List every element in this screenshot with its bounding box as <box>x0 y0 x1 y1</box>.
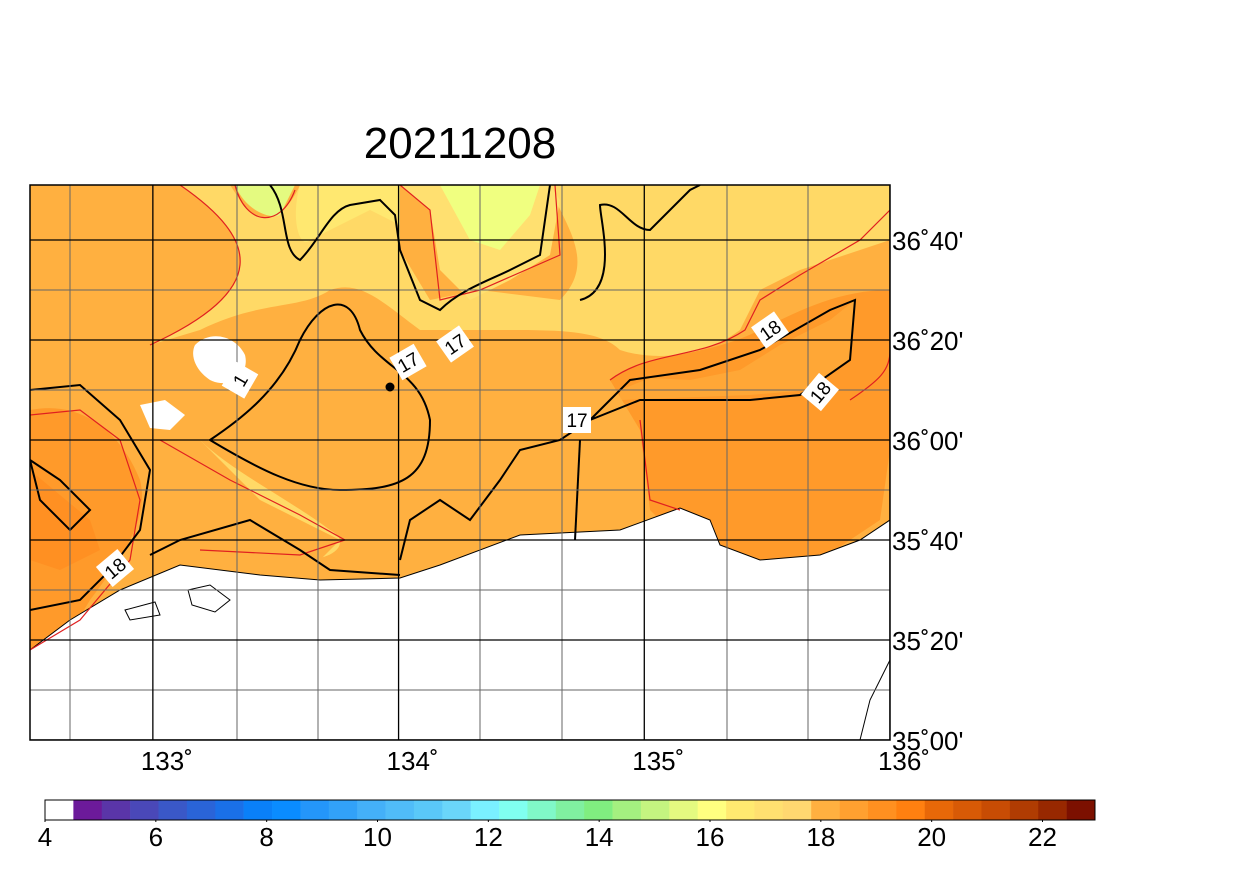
colorbar-cell <box>73 800 103 820</box>
colorbar-cell <box>953 800 982 820</box>
contour-label: 18 <box>751 311 789 349</box>
contour-label: 18 <box>801 372 839 412</box>
colorbar-tick-label: 10 <box>363 822 392 852</box>
colorbar-tick-label: 20 <box>917 822 946 852</box>
colorbar-cell <box>669 800 699 820</box>
contour-label: 1 <box>221 361 259 399</box>
colorbar-cell <box>981 800 1011 820</box>
colorbar-cell <box>385 800 415 820</box>
colorbar-cell <box>640 800 670 820</box>
lon-tick-label: 134˚ <box>387 746 439 776</box>
lon-tick-label: 136˚ <box>878 746 930 776</box>
lat-tick-label: 35˚20' <box>892 626 963 656</box>
colorbar-cell <box>867 800 897 820</box>
colorbar-tick-label: 18 <box>806 822 835 852</box>
colorbar-cell <box>442 800 471 820</box>
colorbar-frame <box>44 799 1096 821</box>
contour-label: 17 <box>436 325 474 363</box>
colorbar-cell <box>186 800 216 820</box>
lat-tick-label: 35˚00' <box>892 726 963 756</box>
colorbar-cell <box>555 800 585 820</box>
colorbar-cell <box>158 800 188 820</box>
colorbar-cell <box>1066 800 1096 820</box>
contour-label-box <box>95 549 135 587</box>
contour-label-box <box>221 361 259 399</box>
colorbar-cell <box>300 800 330 820</box>
colorbar-cell <box>357 800 386 820</box>
colorbar-cell <box>45 800 74 820</box>
lon-tick-label: 133˚ <box>141 746 193 776</box>
lat-tick-label: 36˚20' <box>892 326 963 356</box>
colorbar-cell <box>499 800 528 820</box>
colorbar-cell <box>1038 800 1067 820</box>
colorbar-cell <box>272 800 301 820</box>
colorbar-cell <box>924 800 954 820</box>
lat-tick-label: 36˚00' <box>892 426 963 456</box>
colorbar-cell <box>811 800 840 820</box>
colorbar-tick-label: 16 <box>696 822 725 852</box>
lon-tick-label: 135˚ <box>632 746 684 776</box>
colorbar-cell <box>527 800 557 820</box>
lat-tick-label: 36˚40' <box>892 226 963 256</box>
contour-label-box <box>801 372 839 412</box>
colorbar-cell <box>470 800 500 820</box>
colorbar-tick-label: 8 <box>259 822 273 852</box>
colorbar-tick-label: 6 <box>149 822 163 852</box>
colorbar-cell <box>130 800 159 820</box>
contour-label: 17 <box>389 343 427 381</box>
colorbar-cell <box>782 800 812 820</box>
colorbar-tick-label: 4 <box>38 822 52 852</box>
contour-label-box <box>389 343 427 381</box>
colorbar-cell <box>1009 800 1039 820</box>
colorbar-cell <box>101 800 131 820</box>
colorbar-cell <box>243 800 273 820</box>
colorbar-cell <box>726 800 755 820</box>
colorbar-cell <box>839 800 869 820</box>
title: 20211208 <box>364 119 557 168</box>
colorbar-cell <box>612 800 642 820</box>
contour-label: 17 <box>563 407 591 433</box>
colorbar-cell <box>754 800 784 820</box>
colorbar-cell <box>215 800 244 820</box>
lat-tick-label: 35˚40' <box>892 526 963 556</box>
contour-label-box <box>751 311 789 349</box>
colorbar-cell <box>584 800 613 820</box>
contour-label-box <box>563 407 591 433</box>
contour-label-box <box>436 325 474 363</box>
colorbar-tick-label: 12 <box>474 822 503 852</box>
colorbar-cell <box>697 800 727 820</box>
colorbar-cell <box>328 800 358 820</box>
colorbar-tick-label: 14 <box>585 822 614 852</box>
contour-label-text: 17 <box>566 411 587 432</box>
colorbar-cell <box>896 800 926 820</box>
colorbar-tick-label: 22 <box>1028 822 1057 852</box>
colorbar-cell <box>413 800 443 820</box>
